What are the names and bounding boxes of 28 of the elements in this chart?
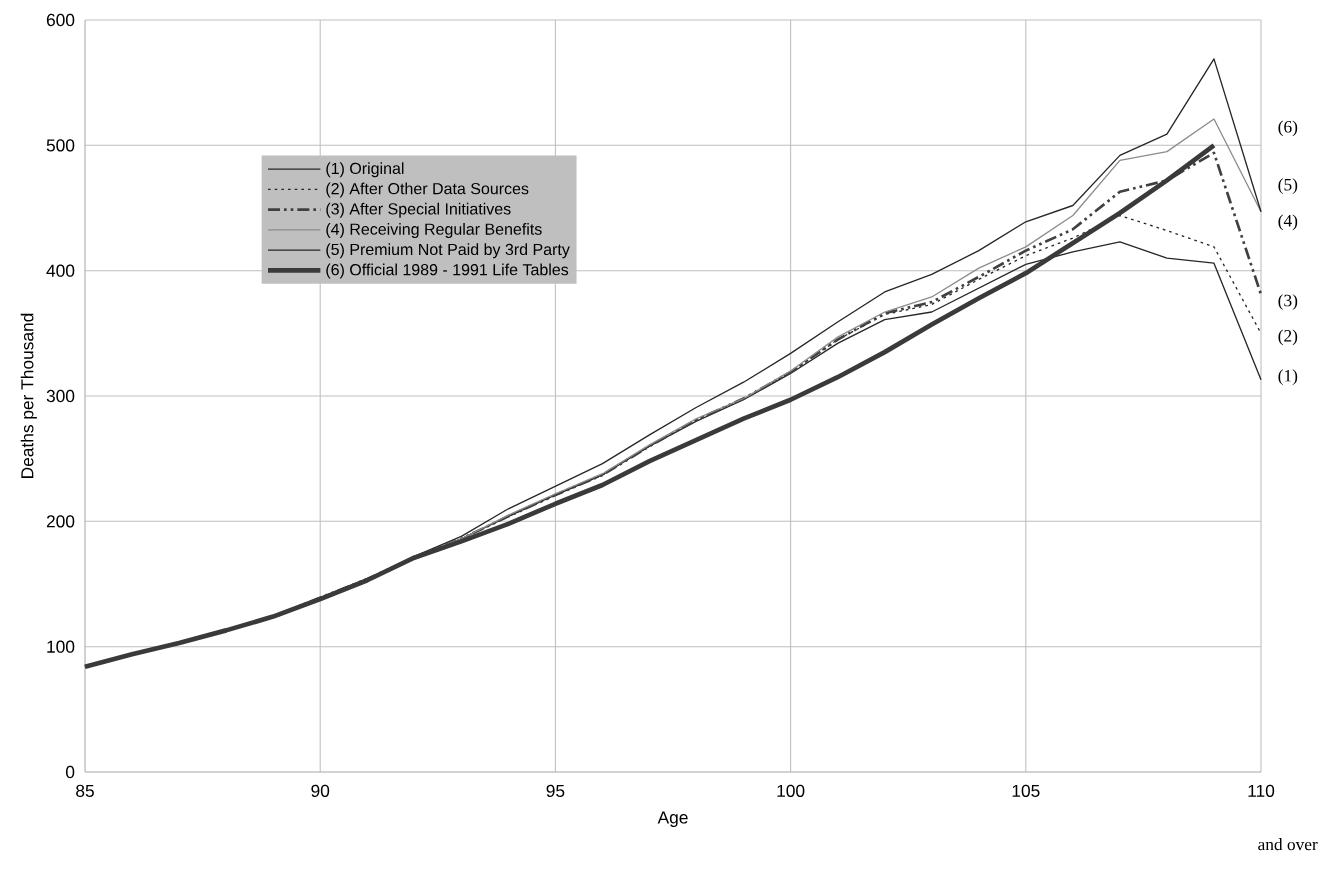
- text: (5): [1278, 178, 1298, 195]
- y-tick-label: 100: [47, 640, 75, 653]
- legend-label: (4) Receiving Regular Benefits: [326, 223, 542, 238]
- x-tick-label: 100: [777, 784, 805, 797]
- x-tick-label: 110: [1248, 784, 1275, 797]
- text: (3): [1278, 294, 1298, 310]
- legend-label: (6) Official 1989 - 1991 Life Tables: [326, 263, 569, 279]
- x-tick-label: 90: [311, 784, 330, 797]
- legend-label: (5) Premium Not Paid by 3rd Party: [326, 243, 570, 259]
- text: (1): [1278, 369, 1298, 386]
- x-tick-label: 85: [76, 784, 94, 797]
- legend-label: (2) After Other Data Sources: [326, 182, 529, 198]
- y-tick-label: 500: [46, 139, 75, 152]
- y-tick-label: 300: [46, 389, 75, 403]
- text: and over: [1258, 838, 1318, 851]
- y-tick-label: 0: [65, 765, 75, 779]
- y-tick-label: 200: [46, 515, 75, 528]
- text: (6): [1278, 120, 1298, 137]
- text: (2): [1278, 329, 1298, 346]
- x-tick-label: 95: [546, 784, 565, 797]
- y-axis-title: Deaths per Thousand: [20, 313, 37, 478]
- legend-label: (1) Original: [326, 162, 404, 178]
- x-tick-label: 105: [1012, 784, 1040, 797]
- x-axis-title: Age: [657, 811, 688, 827]
- y-tick-label: 600: [46, 13, 75, 27]
- text: (4): [1278, 214, 1298, 231]
- y-tick-label: 400: [46, 264, 75, 277]
- legend-label: (3) After Special Initiatives: [326, 202, 511, 218]
